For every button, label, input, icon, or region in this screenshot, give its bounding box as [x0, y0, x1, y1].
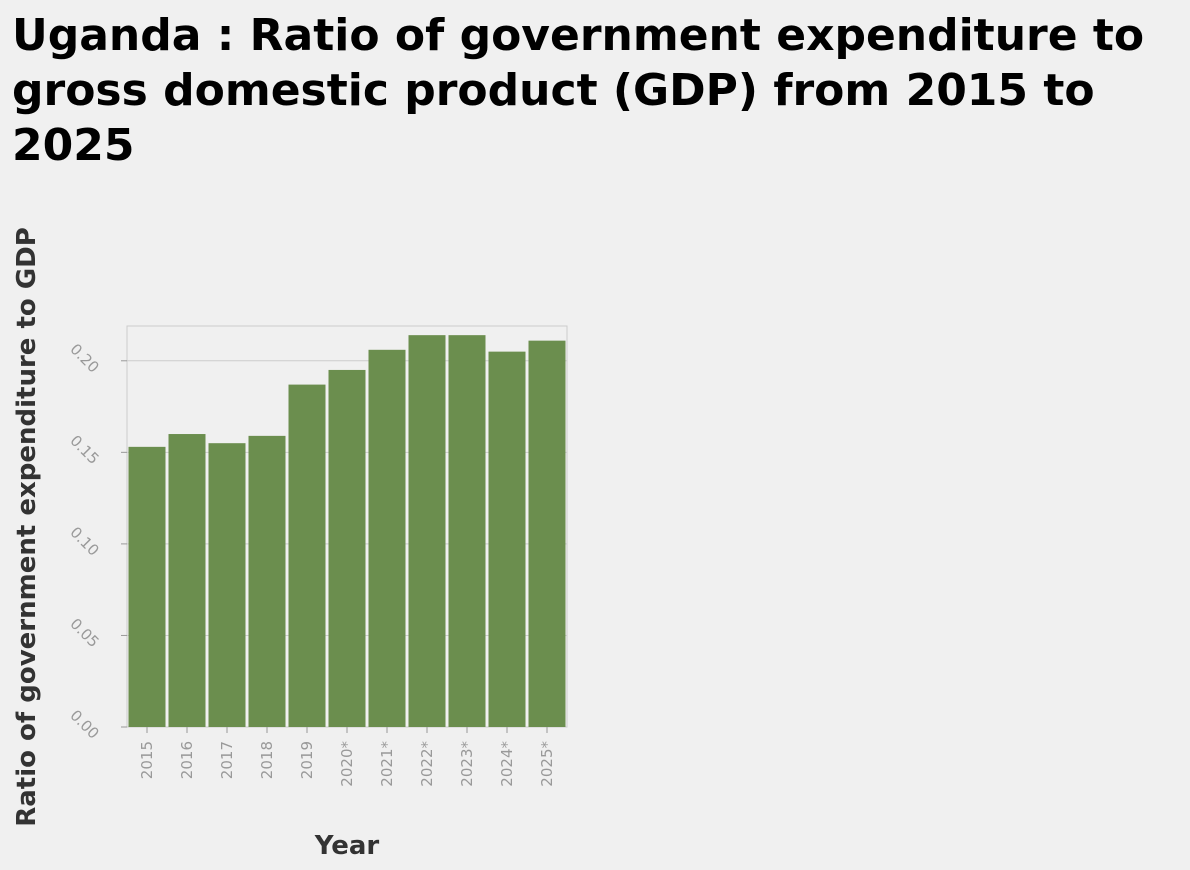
y-axis-title: Ratio of government expenditure to GDP	[12, 227, 42, 827]
x-tick-label: 2022*	[418, 741, 436, 787]
bar-2024-projected	[488, 351, 526, 727]
x-tick-label: 2018	[258, 741, 276, 779]
bar-2020-projected	[328, 369, 366, 727]
y-tick-label: 0.15	[66, 432, 102, 468]
x-tick-label: 2023*	[458, 741, 476, 787]
bar-2018	[248, 435, 286, 727]
x-tick-label: 2021*	[378, 741, 396, 787]
bar-2021-projected	[368, 349, 406, 727]
bars	[128, 335, 566, 727]
chart-title: Uganda : Ratio of government expenditure…	[12, 10, 1145, 171]
x-axis-ticks: 2015 2016 2017 2018 2019 2020* 2021* 2022* 2023*…	[138, 727, 556, 787]
x-tick-label: 2019	[298, 741, 316, 779]
bar-2023-projected	[448, 335, 486, 727]
x-tick-label: 2016	[178, 741, 196, 779]
y-tick-label: 0.05	[66, 615, 102, 651]
x-tick-label: 2024*	[498, 741, 516, 787]
bar-2017	[208, 443, 246, 727]
x-tick-label: 2015	[138, 741, 156, 779]
y-axis-ticks: 0.00 0.05 0.10 0.15 0.20	[66, 340, 127, 743]
y-tick-label: 0.10	[66, 523, 102, 559]
y-tick-label: 0.20	[66, 340, 102, 376]
x-axis-title: Year	[314, 831, 380, 861]
bar-2016	[168, 434, 206, 727]
x-tick-label: 2025*	[538, 741, 556, 787]
x-tick-label: 2017	[218, 741, 236, 779]
bar-2019	[288, 384, 326, 727]
bar-2025-projected	[528, 340, 566, 727]
bar-2022-projected	[408, 335, 446, 727]
x-tick-label: 2020*	[338, 741, 356, 787]
bar-2015	[128, 446, 166, 727]
y-tick-label: 0.00	[66, 706, 102, 742]
